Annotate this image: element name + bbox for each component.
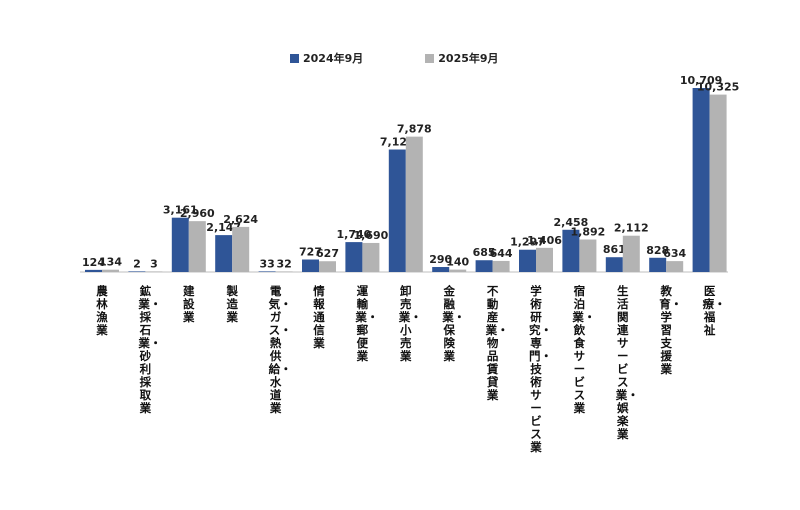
category-label-13: 教育・学習支援業 bbox=[659, 284, 683, 376]
data-label-2025-7: 7,878 bbox=[397, 123, 432, 136]
bar-2024-8 bbox=[432, 267, 450, 272]
bar-2024-4 bbox=[258, 271, 276, 272]
bar-2024-6 bbox=[345, 242, 363, 272]
data-label-2025-12: 2,112 bbox=[614, 222, 649, 235]
legend-label-2024: 2024年9月 bbox=[303, 52, 364, 65]
bar-2025-8 bbox=[449, 269, 467, 272]
category-label-4: 電気・ガス・熱供給・水道業 bbox=[268, 284, 292, 415]
bar-2025-1 bbox=[145, 271, 163, 272]
data-label-2024-4: 33 bbox=[259, 257, 274, 270]
bar-2024-3 bbox=[215, 235, 233, 272]
data-label-2024-11: 2,458 bbox=[554, 216, 589, 229]
bar-2024-10 bbox=[519, 249, 536, 272]
bar-2025-5 bbox=[319, 261, 336, 272]
data-label-2024-14: 10,709 bbox=[680, 74, 722, 87]
data-label-2025-9: 644 bbox=[490, 247, 513, 260]
bar-2024-0 bbox=[85, 269, 102, 272]
bar-2024-2 bbox=[171, 217, 189, 272]
legend-item-2025: 2025年9月 bbox=[425, 50, 499, 66]
bar-2025-2 bbox=[188, 221, 206, 272]
data-label-2025-10: 1,406 bbox=[527, 234, 562, 247]
data-label-2024-12: 861 bbox=[603, 243, 626, 256]
legend-swatch-2025 bbox=[425, 53, 435, 63]
category-label-1: 鉱業・採石業・砂利採取業 bbox=[138, 284, 162, 415]
data-label-2024-5: 727 bbox=[299, 246, 322, 259]
data-label-2025-5: 627 bbox=[316, 247, 339, 260]
data-label-2024-1: 2 bbox=[133, 257, 141, 270]
data-label-2024-9: 685 bbox=[473, 246, 496, 259]
data-label-2025-6: 1,690 bbox=[354, 229, 389, 242]
legend-item-2024: 2024年9月 bbox=[290, 50, 363, 66]
bar-2024-12 bbox=[605, 257, 623, 272]
bar-2025-14 bbox=[709, 94, 727, 273]
bar-2025-12 bbox=[622, 235, 640, 272]
data-label-2024-6: 1,740 bbox=[337, 228, 372, 241]
bar-2025-7 bbox=[405, 136, 423, 272]
bar-2024-11 bbox=[562, 229, 580, 272]
category-label-3: 製造業 bbox=[226, 284, 238, 324]
legend-swatch-2024 bbox=[290, 53, 299, 63]
legend: 2024年9月 2025年9月 bbox=[290, 50, 499, 66]
data-label-2024-10: 1,297 bbox=[510, 236, 545, 249]
data-label-2025-11: 1,892 bbox=[571, 225, 606, 238]
category-label-8: 金融業・保険業 bbox=[442, 284, 466, 363]
data-label-2025-4: 32 bbox=[276, 257, 291, 270]
bar-2025-10 bbox=[536, 247, 553, 272]
bar-2025-0 bbox=[102, 269, 119, 272]
bar-2024-7 bbox=[388, 149, 406, 272]
category-label-6: 運輸業・郵便業 bbox=[355, 284, 379, 363]
data-label-2025-8: 140 bbox=[446, 256, 469, 269]
bar-2025-9 bbox=[492, 260, 510, 272]
bar-2025-13 bbox=[666, 261, 684, 272]
data-label-2024-8: 290 bbox=[429, 253, 452, 266]
data-label-2025-3: 2,624 bbox=[223, 213, 258, 226]
legend-label-2025: 2025年9月 bbox=[438, 52, 499, 65]
bar-2024-5 bbox=[302, 259, 319, 272]
bar-2024-9 bbox=[475, 260, 493, 272]
bar-2025-6 bbox=[362, 242, 380, 272]
data-label-2024-0: 124 bbox=[82, 256, 105, 269]
category-label-11: 宿泊業・飲食サービス業 bbox=[572, 284, 596, 415]
bar-2024-1 bbox=[128, 271, 146, 272]
bar-2024-14 bbox=[692, 87, 710, 272]
data-label-2025-14: 10,325 bbox=[697, 81, 739, 94]
category-label-9: 不動産業・物品賃貸業 bbox=[485, 284, 509, 402]
category-label-0: 農林漁業 bbox=[96, 284, 108, 337]
data-label-2025-0: 134 bbox=[99, 256, 122, 269]
data-label-2025-13: 634 bbox=[663, 247, 686, 260]
bar-2025-4 bbox=[275, 271, 293, 272]
category-label-12: 生活関連サービス業・娯楽業 bbox=[615, 284, 639, 441]
data-label-2024-2: 3,161 bbox=[163, 204, 198, 217]
data-label-2025-2: 2,960 bbox=[180, 207, 215, 220]
category-label-10: 学術研究・専門・技術サービス業 bbox=[529, 284, 552, 454]
bar-2025-3 bbox=[232, 226, 250, 272]
category-label-5: 情報通信業 bbox=[313, 284, 325, 350]
bar-2024-13 bbox=[649, 257, 667, 272]
data-label-2024-13: 828 bbox=[646, 244, 669, 257]
bar-2025-11 bbox=[579, 239, 597, 272]
category-label-7: 卸売業・小売業 bbox=[398, 284, 422, 363]
category-label-14: 医療・福祉 bbox=[702, 284, 726, 337]
category-label-2: 建設業 bbox=[183, 284, 195, 324]
data-label-2025-1: 3 bbox=[150, 257, 158, 270]
